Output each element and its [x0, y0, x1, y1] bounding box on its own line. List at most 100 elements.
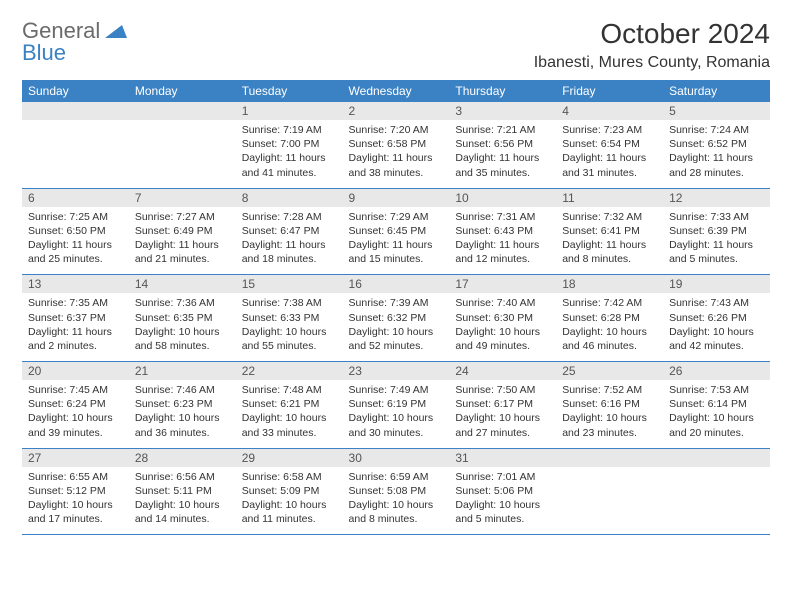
day-number: 7 — [129, 189, 236, 207]
day-number: 8 — [236, 189, 343, 207]
empty-cell — [22, 102, 129, 188]
location: Ibanesti, Mures County, Romania — [534, 54, 770, 72]
sunrise-line: Sunrise: 7:25 AM — [28, 210, 123, 224]
day-details: Sunrise: 7:50 AMSunset: 6:17 PMDaylight:… — [449, 380, 556, 448]
day-number: 4 — [556, 102, 663, 120]
sunrise-line: Sunrise: 7:19 AM — [242, 123, 337, 137]
sunrise-line: Sunrise: 7:52 AM — [562, 383, 657, 397]
day-number: 22 — [236, 362, 343, 380]
day-details: Sunrise: 7:01 AMSunset: 5:06 PMDaylight:… — [449, 467, 556, 535]
day-cell: 28Sunrise: 6:56 AMSunset: 5:11 PMDayligh… — [129, 448, 236, 535]
day-details: Sunrise: 7:45 AMSunset: 6:24 PMDaylight:… — [22, 380, 129, 448]
sunset-line: Sunset: 6:14 PM — [669, 397, 764, 411]
day-header-sunday: Sunday — [22, 80, 129, 102]
day-cell: 17Sunrise: 7:40 AMSunset: 6:30 PMDayligh… — [449, 275, 556, 362]
daylight-line: Daylight: 11 hours and 21 minutes. — [135, 238, 230, 266]
sunset-line: Sunset: 6:45 PM — [349, 224, 444, 238]
day-cell: 18Sunrise: 7:42 AMSunset: 6:28 PMDayligh… — [556, 275, 663, 362]
day-details: Sunrise: 7:28 AMSunset: 6:47 PMDaylight:… — [236, 207, 343, 275]
day-cell: 31Sunrise: 7:01 AMSunset: 5:06 PMDayligh… — [449, 448, 556, 535]
day-details: Sunrise: 7:48 AMSunset: 6:21 PMDaylight:… — [236, 380, 343, 448]
sunrise-line: Sunrise: 7:35 AM — [28, 296, 123, 310]
title-block: October 2024 Ibanesti, Mures County, Rom… — [534, 18, 770, 72]
day-details: Sunrise: 7:42 AMSunset: 6:28 PMDaylight:… — [556, 293, 663, 361]
day-cell: 21Sunrise: 7:46 AMSunset: 6:23 PMDayligh… — [129, 362, 236, 449]
daylight-line: Daylight: 11 hours and 15 minutes. — [349, 238, 444, 266]
sunrise-line: Sunrise: 7:45 AM — [28, 383, 123, 397]
daylight-line: Daylight: 10 hours and 30 minutes. — [349, 411, 444, 439]
daylight-line: Daylight: 10 hours and 33 minutes. — [242, 411, 337, 439]
day-number: 20 — [22, 362, 129, 380]
day-cell: 2Sunrise: 7:20 AMSunset: 6:58 PMDaylight… — [343, 102, 450, 188]
day-details — [22, 120, 129, 180]
day-details: Sunrise: 7:23 AMSunset: 6:54 PMDaylight:… — [556, 120, 663, 188]
month-title: October 2024 — [534, 18, 770, 50]
sunset-line: Sunset: 6:30 PM — [455, 311, 550, 325]
sunset-line: Sunset: 6:35 PM — [135, 311, 230, 325]
sunrise-line: Sunrise: 7:49 AM — [349, 383, 444, 397]
day-cell: 20Sunrise: 7:45 AMSunset: 6:24 PMDayligh… — [22, 362, 129, 449]
sunrise-line: Sunrise: 7:21 AM — [455, 123, 550, 137]
logo-triangle-icon — [105, 22, 127, 43]
sunset-line: Sunset: 7:00 PM — [242, 137, 337, 151]
daylight-line: Daylight: 10 hours and 14 minutes. — [135, 498, 230, 526]
sunrise-line: Sunrise: 7:32 AM — [562, 210, 657, 224]
daylight-line: Daylight: 10 hours and 17 minutes. — [28, 498, 123, 526]
day-number: 30 — [343, 449, 450, 467]
day-details: Sunrise: 7:31 AMSunset: 6:43 PMDaylight:… — [449, 207, 556, 275]
sunset-line: Sunset: 6:23 PM — [135, 397, 230, 411]
sunrise-line: Sunrise: 7:28 AM — [242, 210, 337, 224]
sunset-line: Sunset: 6:24 PM — [28, 397, 123, 411]
day-details: Sunrise: 6:56 AMSunset: 5:11 PMDaylight:… — [129, 467, 236, 535]
sunset-line: Sunset: 6:28 PM — [562, 311, 657, 325]
sunset-line: Sunset: 6:58 PM — [349, 137, 444, 151]
sunset-line: Sunset: 6:17 PM — [455, 397, 550, 411]
sunset-line: Sunset: 6:43 PM — [455, 224, 550, 238]
sunset-line: Sunset: 6:47 PM — [242, 224, 337, 238]
day-details: Sunrise: 7:52 AMSunset: 6:16 PMDaylight:… — [556, 380, 663, 448]
daylight-line: Daylight: 10 hours and 27 minutes. — [455, 411, 550, 439]
sunrise-line: Sunrise: 6:59 AM — [349, 470, 444, 484]
day-cell: 8Sunrise: 7:28 AMSunset: 6:47 PMDaylight… — [236, 188, 343, 275]
sunset-line: Sunset: 5:11 PM — [135, 484, 230, 498]
week-row: 1Sunrise: 7:19 AMSunset: 7:00 PMDaylight… — [22, 102, 770, 188]
day-cell: 24Sunrise: 7:50 AMSunset: 6:17 PMDayligh… — [449, 362, 556, 449]
week-row: 20Sunrise: 7:45 AMSunset: 6:24 PMDayligh… — [22, 362, 770, 449]
day-number: 17 — [449, 275, 556, 293]
logo-text-blue: Blue — [22, 40, 127, 66]
calendar-table: SundayMondayTuesdayWednesdayThursdayFrid… — [22, 80, 770, 535]
day-details: Sunrise: 7:29 AMSunset: 6:45 PMDaylight:… — [343, 207, 450, 275]
day-number: 14 — [129, 275, 236, 293]
sunset-line: Sunset: 6:54 PM — [562, 137, 657, 151]
sunrise-line: Sunrise: 7:29 AM — [349, 210, 444, 224]
day-cell: 5Sunrise: 7:24 AMSunset: 6:52 PMDaylight… — [663, 102, 770, 188]
sunrise-line: Sunrise: 7:50 AM — [455, 383, 550, 397]
daylight-line: Daylight: 10 hours and 5 minutes. — [455, 498, 550, 526]
day-number: 1 — [236, 102, 343, 120]
day-number: 10 — [449, 189, 556, 207]
daylight-line: Daylight: 10 hours and 49 minutes. — [455, 325, 550, 353]
sunset-line: Sunset: 5:06 PM — [455, 484, 550, 498]
daylight-line: Daylight: 11 hours and 35 minutes. — [455, 151, 550, 179]
sunset-line: Sunset: 6:52 PM — [669, 137, 764, 151]
day-number — [129, 102, 236, 120]
day-number: 19 — [663, 275, 770, 293]
day-details: Sunrise: 7:19 AMSunset: 7:00 PMDaylight:… — [236, 120, 343, 188]
daylight-line: Daylight: 11 hours and 18 minutes. — [242, 238, 337, 266]
daylight-line: Daylight: 10 hours and 42 minutes. — [669, 325, 764, 353]
sunrise-line: Sunrise: 7:23 AM — [562, 123, 657, 137]
sunrise-line: Sunrise: 6:58 AM — [242, 470, 337, 484]
daylight-line: Daylight: 11 hours and 12 minutes. — [455, 238, 550, 266]
day-number: 9 — [343, 189, 450, 207]
sunrise-line: Sunrise: 7:20 AM — [349, 123, 444, 137]
day-number: 31 — [449, 449, 556, 467]
day-cell: 19Sunrise: 7:43 AMSunset: 6:26 PMDayligh… — [663, 275, 770, 362]
daylight-line: Daylight: 10 hours and 11 minutes. — [242, 498, 337, 526]
daylight-line: Daylight: 11 hours and 28 minutes. — [669, 151, 764, 179]
calendar-body: 1Sunrise: 7:19 AMSunset: 7:00 PMDaylight… — [22, 102, 770, 535]
day-number — [663, 449, 770, 467]
day-cell: 15Sunrise: 7:38 AMSunset: 6:33 PMDayligh… — [236, 275, 343, 362]
day-details: Sunrise: 7:20 AMSunset: 6:58 PMDaylight:… — [343, 120, 450, 188]
day-cell: 3Sunrise: 7:21 AMSunset: 6:56 PMDaylight… — [449, 102, 556, 188]
empty-cell — [556, 448, 663, 535]
